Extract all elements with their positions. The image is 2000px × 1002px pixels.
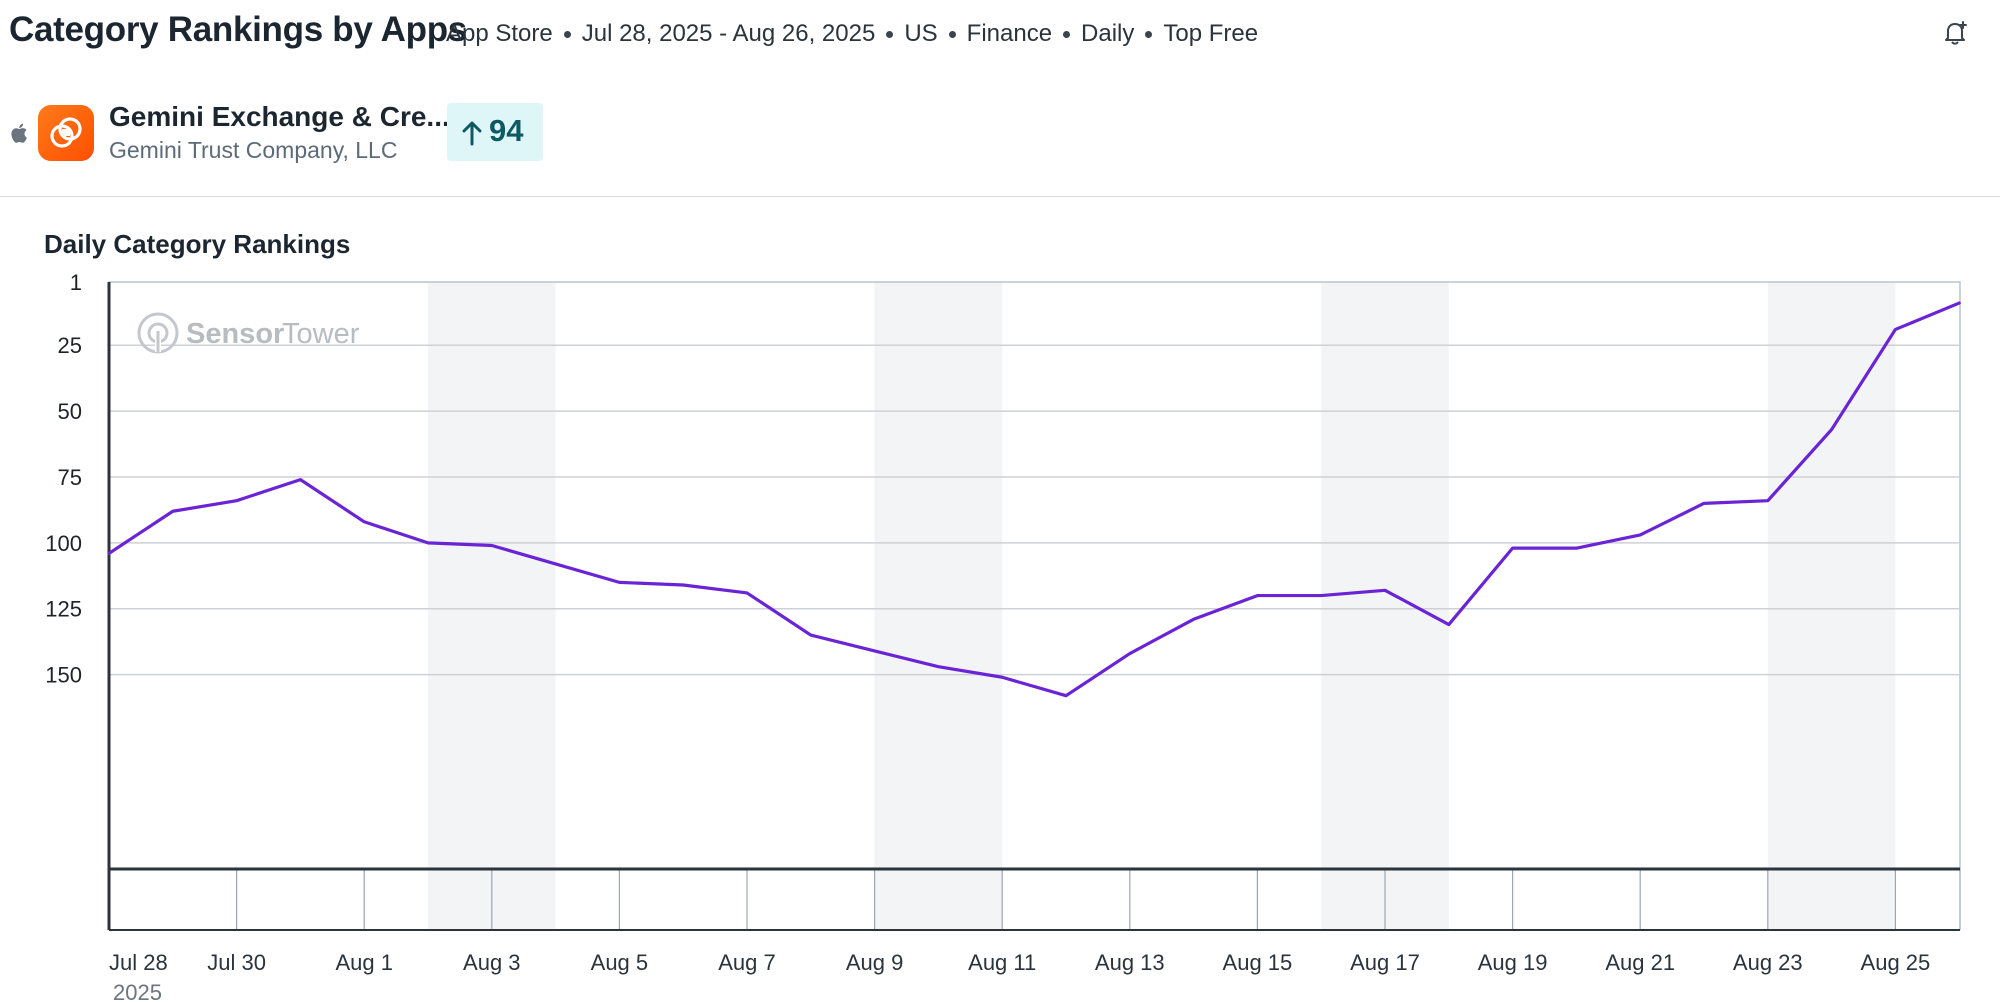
app-row: Gemini Exchange & Cre... Gemini Trust Co… [0, 95, 2000, 175]
weekend-band [1321, 282, 1449, 930]
gemini-logo-mark [50, 117, 82, 148]
x-tick-label: Aug 17 [1350, 950, 1420, 975]
x-tick-label: Aug 13 [1095, 950, 1165, 975]
x-tick-label: Aug 3 [463, 950, 521, 975]
series-group [107, 301, 1961, 698]
x-tick-label: Aug 25 [1861, 950, 1931, 975]
crumb-separator [948, 30, 956, 38]
weekend-band [874, 282, 1003, 930]
x-year-label: 2025 [113, 980, 162, 1002]
watermark-text: Tower [282, 318, 360, 350]
gemini-logo-icon[interactable] [38, 105, 94, 161]
x-tick-label: Jul 30 [207, 950, 266, 975]
header: Category Rankings by Apps App Store Jul … [0, 0, 2000, 70]
y-tick-label: 125 [45, 597, 82, 622]
x-tick-label: Aug 11 [968, 950, 1036, 975]
app-developer: Gemini Trust Company, LLC [109, 137, 398, 163]
x-tick-label: Jul 28 [109, 950, 168, 975]
plot-frame [108, 281, 1961, 870]
crumb-store[interactable]: App Store [446, 20, 553, 47]
crumb-granularity[interactable]: Daily [1081, 20, 1135, 47]
filter-breadcrumb: App Store Jul 28, 2025 - Aug 26, 2025 US… [446, 20, 1258, 48]
chart-title: Daily Category Rankings [44, 229, 351, 259]
y-tick-label: 50 [58, 399, 82, 424]
x-axis-labels: Jul 28 Jul 30 Aug 1 Aug 3 Aug 5 Aug 7 Aug 9 Aug… [109, 950, 1930, 1002]
x-tick-label: Aug 19 [1478, 950, 1548, 975]
x-tick-label: Aug 9 [846, 950, 904, 975]
y-tick-label: 1 [70, 270, 82, 295]
app-name[interactable]: Gemini Exchange & Cre... [109, 101, 450, 132]
crumb-chart-type[interactable]: Top Free [1163, 20, 1259, 47]
y-tick-label: 75 [58, 465, 82, 490]
crumb-separator [1145, 30, 1153, 38]
watermark-text: Sensor [186, 318, 284, 350]
series-line [107, 301, 1961, 698]
x-tick-label: Aug 1 [335, 950, 393, 975]
x-tick-label: Aug 15 [1223, 950, 1293, 975]
weekend-band [428, 282, 556, 930]
crumb-date-range[interactable]: Jul 28, 2025 - Aug 26, 2025 [581, 20, 876, 47]
weekend-bands [428, 282, 1896, 930]
arrow-up-icon [462, 121, 482, 146]
y-tick-label: 150 [45, 663, 82, 688]
crumb-separator [886, 30, 894, 38]
crumb-country[interactable]: US [904, 20, 938, 47]
crumb-separator [1063, 30, 1071, 38]
rank-change-value: 94 [489, 113, 524, 148]
weekend-band [1767, 282, 1896, 930]
x-tick-label: Aug 7 [718, 950, 776, 975]
x-axis-ticks [108, 869, 1961, 930]
y-tick-label: 25 [58, 333, 82, 358]
x-tick-label: Aug 5 [591, 950, 649, 975]
divider [0, 196, 2000, 197]
crumb-separator [563, 30, 571, 38]
sensortower-watermark: Sensor Tower [137, 312, 360, 354]
rank-change-badge: 94 [447, 103, 543, 161]
crumb-category[interactable]: Finance [966, 20, 1053, 47]
apple-icon [11, 123, 27, 143]
x-tick-label: Aug 21 [1605, 950, 1675, 975]
x-tick-label: Aug 23 [1733, 950, 1803, 975]
bell-icon[interactable] [1940, 18, 1970, 48]
grid-lines [109, 344, 1960, 676]
page-title: Category Rankings by Apps [9, 10, 467, 49]
y-tick-label: 100 [45, 531, 82, 556]
